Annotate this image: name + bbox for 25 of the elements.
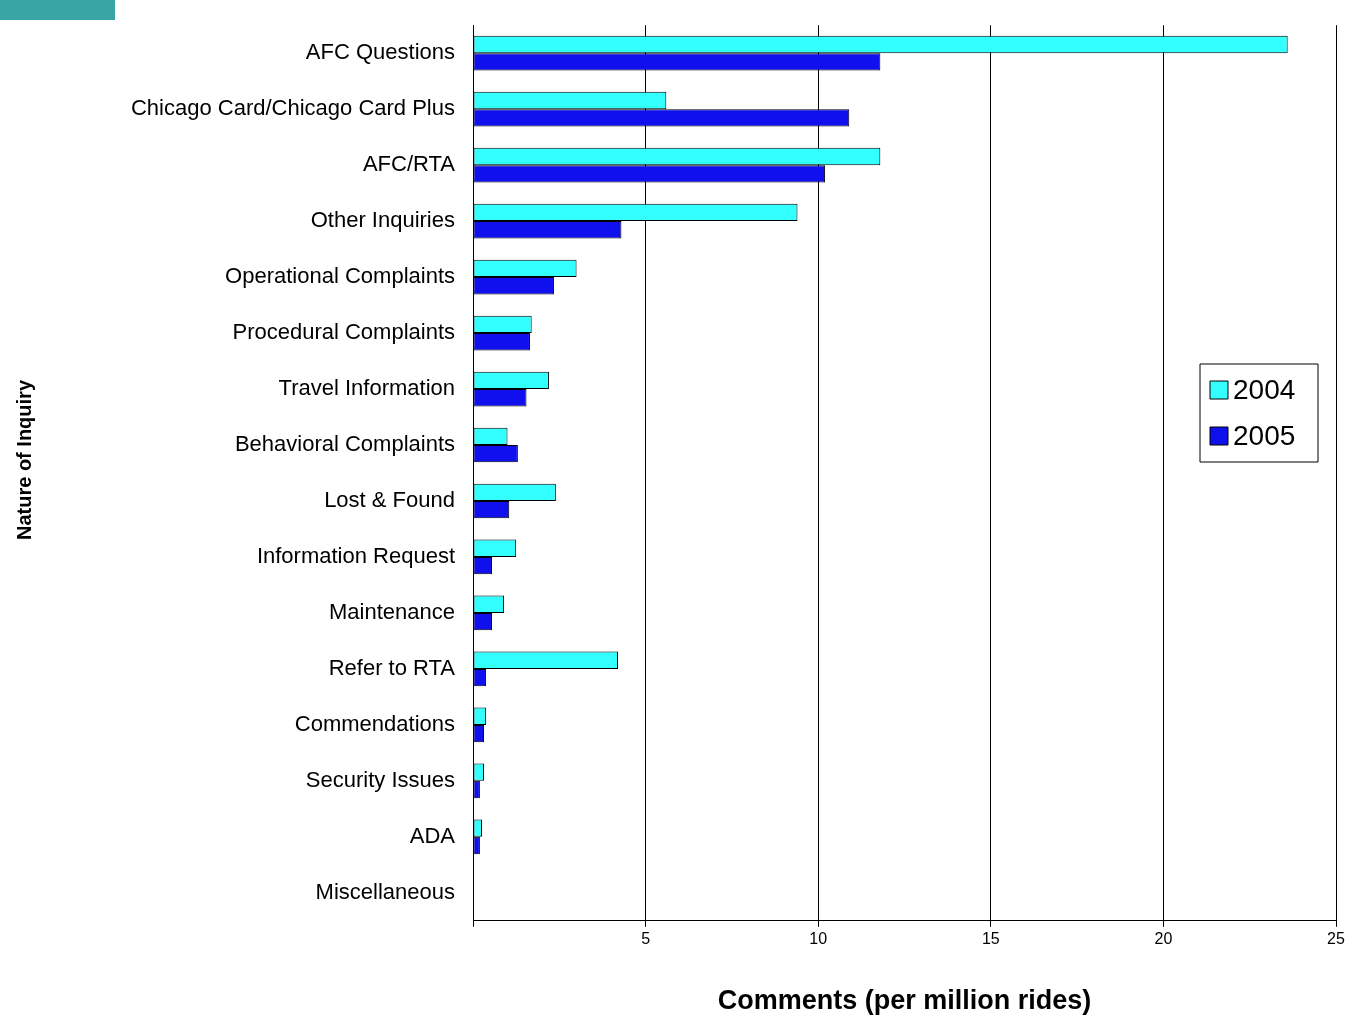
y-tick-label: ADA <box>409 822 456 848</box>
y-axis-title: Nature of Inquiry <box>12 379 36 541</box>
y-tick-label: Miscellaneous <box>315 878 455 904</box>
y-tick-label: Procedural Complaints <box>232 319 455 345</box>
y-tick-label: AFC Questions <box>305 39 455 65</box>
y-tick-label: Behavioral Complaints <box>234 431 455 457</box>
y-tick-label: Maintenance <box>329 599 455 624</box>
x-tick-label: 10 <box>809 929 828 947</box>
y-tick-label: Security Issues <box>305 766 455 792</box>
y-tick-label: Other Inquiries <box>310 207 455 233</box>
y-tick-label: Information Request <box>256 543 455 569</box>
y-tick-label: Lost & Found <box>324 487 455 513</box>
y-tick-label: Chicago Card/Chicago Card Plus <box>130 95 455 121</box>
y-tick-label: AFC/RTA <box>362 151 456 177</box>
x-tick-label: 25 <box>1327 929 1345 947</box>
x-tick-label: 5 <box>641 929 651 947</box>
y-tick-label: Refer to RTA <box>328 654 456 680</box>
x-tick-label: 20 <box>1154 929 1173 947</box>
x-tick-label: 15 <box>981 929 1000 947</box>
legend-label: 2005 <box>1233 419 1296 451</box>
y-tick-label: Commendations <box>294 710 455 736</box>
y-tick-label: Operational Complaints <box>225 263 455 289</box>
legend-label: 2004 <box>1233 373 1296 405</box>
x-axis-title: Comments (per million rides) <box>716 985 1093 1016</box>
y-tick-label: Travel Information <box>278 375 455 401</box>
